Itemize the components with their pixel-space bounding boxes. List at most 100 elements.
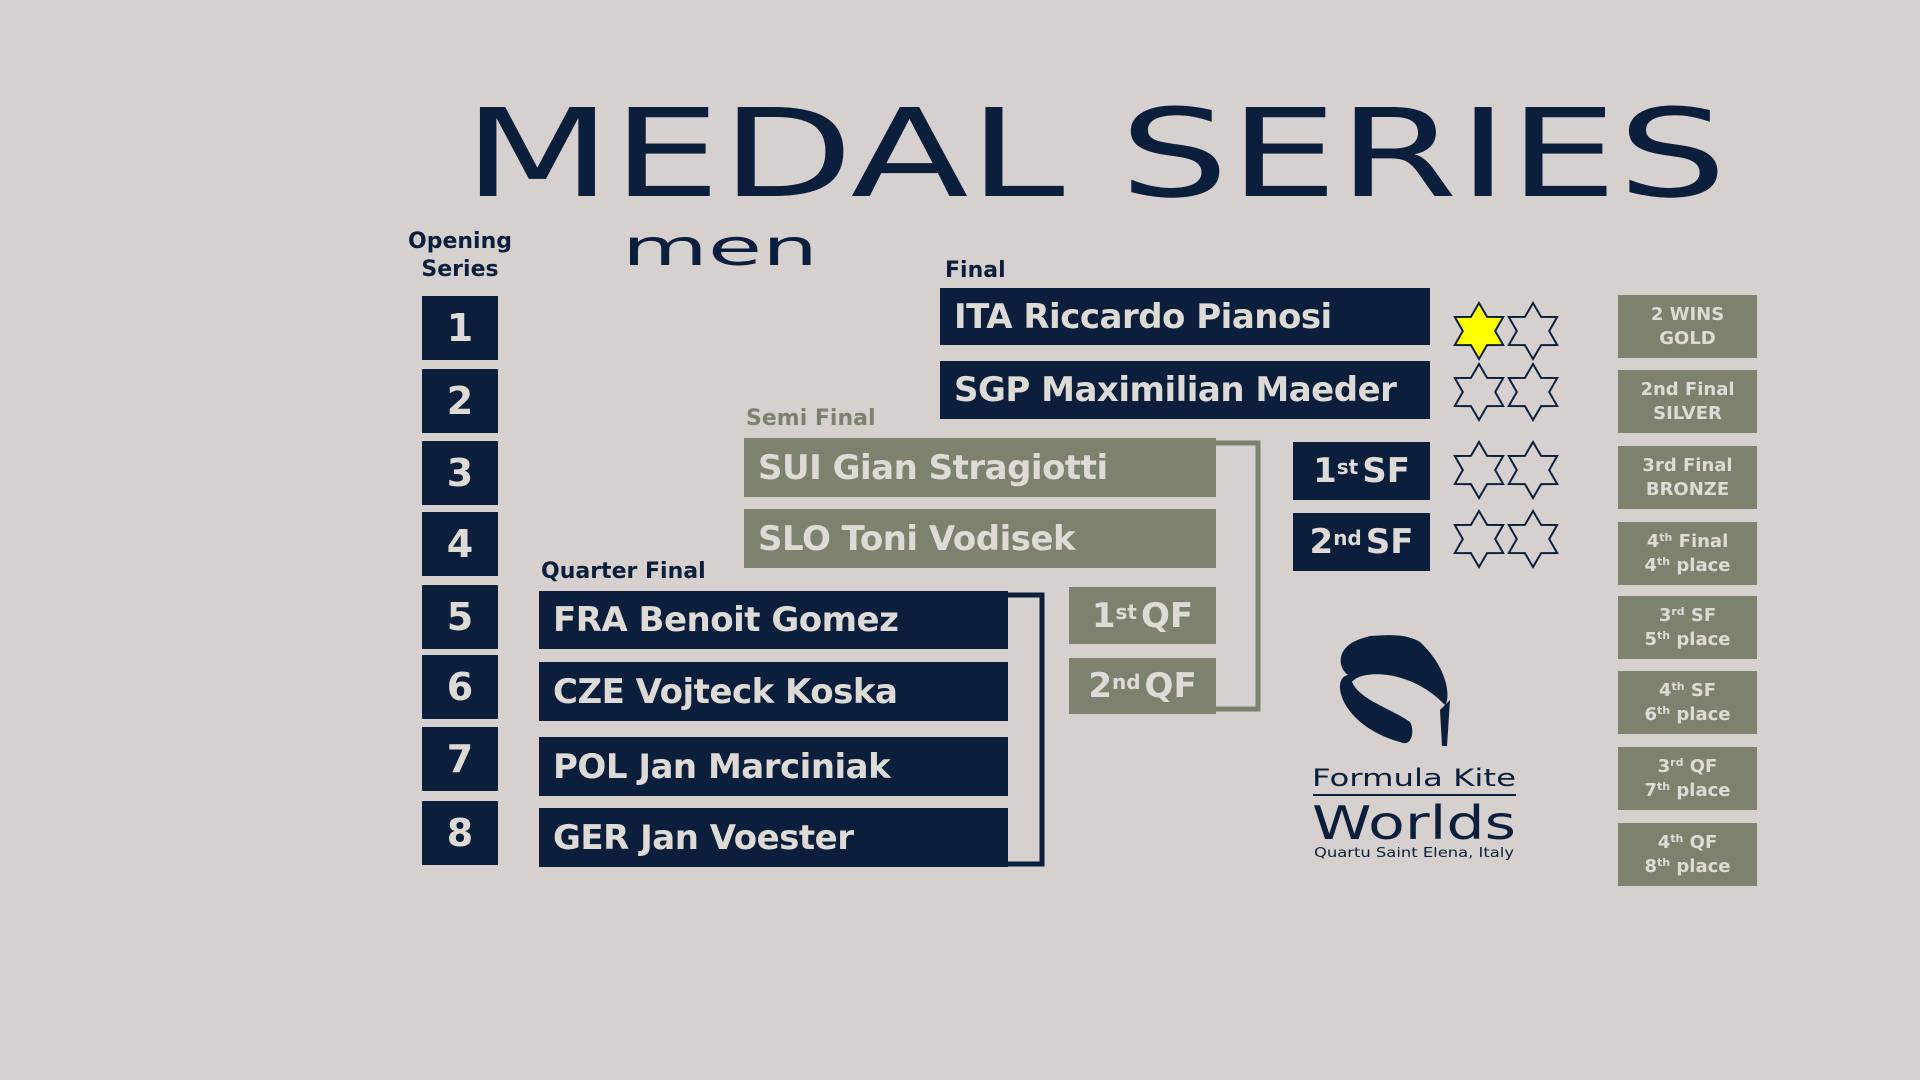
star-empty-icon <box>1453 509 1505 569</box>
star-empty-icon <box>1507 509 1559 569</box>
result-text: Final <box>1672 530 1729 552</box>
semi-final-bracket <box>1216 440 1261 712</box>
result-text: 3 <box>1657 755 1671 777</box>
quarter-final-bracket <box>1008 592 1045 867</box>
result-ordinal: th <box>1659 530 1673 544</box>
logo-line3: Quartu Saint Elena, Italy <box>1314 846 1514 861</box>
result-ordinal: th <box>1671 679 1685 693</box>
result-line: 4th Final <box>1647 530 1729 554</box>
kite-s-logo-icon <box>1339 635 1450 746</box>
result-text: SF <box>1684 679 1717 701</box>
result-line: BRONZE <box>1646 478 1729 502</box>
result-line: SILVER <box>1653 402 1722 426</box>
logo-text: Formula Kite Worlds Quartu Saint Elena, … <box>1312 764 1516 861</box>
seed-ordinal: nd <box>1333 526 1362 550</box>
result-ordinal: rd <box>1671 604 1685 618</box>
result-text: place <box>1670 628 1731 650</box>
result-text: place <box>1670 554 1731 576</box>
seed-ordinal: nd <box>1111 670 1141 694</box>
star-empty-icon <box>1507 301 1559 361</box>
final-label: Final <box>945 258 1006 283</box>
quarter-final-label: Quarter Final <box>541 559 706 584</box>
result-placement: 4th Final 4th place <box>1618 522 1757 585</box>
opening-label-line2: Series <box>421 257 499 282</box>
result-placement: 4th SF 6th place <box>1618 671 1757 734</box>
star-empty-icon <box>1507 440 1559 500</box>
seed-number: 3 <box>422 441 498 505</box>
result-text: 8 <box>1644 855 1658 877</box>
seed-text: QF <box>1144 666 1197 706</box>
seed-num: 1 <box>1313 451 1337 491</box>
semi-final-rider: SUI Gian Stragiotti <box>744 438 1216 497</box>
result-placement: 2nd Final SILVER <box>1618 370 1757 433</box>
logo-line1: Formula Kite <box>1312 764 1516 792</box>
seed-number: 4 <box>422 512 498 576</box>
result-text: 4 <box>1646 530 1660 552</box>
result-ordinal: th <box>1657 779 1671 793</box>
logo-line2: Worlds <box>1312 796 1516 850</box>
result-text: 4 <box>1658 679 1672 701</box>
result-ordinal: th <box>1657 554 1671 568</box>
result-ordinal: th <box>1657 703 1671 717</box>
result-line: 6th place <box>1645 703 1731 727</box>
result-line: 4th place <box>1645 554 1731 578</box>
semi-final-rider: SLO Toni Vodisek <box>744 509 1216 568</box>
seed-ordinal: st <box>1115 599 1137 624</box>
seed-text: SF <box>1365 522 1414 562</box>
result-text: place <box>1670 779 1731 801</box>
star-empty-icon <box>1507 362 1559 422</box>
result-line: 4th QF <box>1658 831 1718 855</box>
seed-num: 1 <box>1091 595 1116 636</box>
seed-number: 8 <box>422 801 498 865</box>
seed-number: 5 <box>422 585 498 649</box>
quarter-final-rider: FRA Benoit Gomez <box>539 591 1008 649</box>
seed-text: QF <box>1141 595 1194 636</box>
result-text: 7 <box>1644 779 1658 801</box>
result-placement: 3rd QF 7th place <box>1618 747 1757 810</box>
seed-text: SF <box>1362 451 1410 491</box>
result-line: 2nd Final <box>1640 378 1734 402</box>
final-rider: ITA Riccardo Pianosi <box>940 288 1430 345</box>
seed-number: 2 <box>422 369 498 433</box>
seed-ordinal: st <box>1336 455 1359 479</box>
result-text: 2 WINS <box>1650 303 1725 325</box>
result-text: 2nd Final <box>1640 378 1735 400</box>
result-line: 3rd Final <box>1642 454 1732 478</box>
page-title: MEDAL SERIES <box>463 100 1727 225</box>
formula-kite-worlds-logo: Formula Kite Worlds Quartu Saint Elena, … <box>1300 630 1530 870</box>
star-filled-icon <box>1453 301 1505 361</box>
opening-label-line1: Opening <box>408 229 512 254</box>
result-line: 7th place <box>1645 779 1731 803</box>
semi-final-label: Semi Final <box>746 406 876 431</box>
quarter-final-rider: POL Jan Marciniak <box>539 737 1008 796</box>
seed-number: 7 <box>422 727 498 791</box>
result-text: 3 <box>1658 604 1672 626</box>
result-ordinal: th <box>1657 628 1671 642</box>
result-ordinal: th <box>1670 831 1684 845</box>
star-empty-icon <box>1453 440 1505 500</box>
seed-num: 2 <box>1088 666 1112 706</box>
result-text: place <box>1670 855 1731 877</box>
result-text: SF <box>1684 604 1717 626</box>
star-empty-icon <box>1453 362 1505 422</box>
result-text: GOLD <box>1659 327 1716 349</box>
result-line: GOLD <box>1659 327 1716 351</box>
result-line: 3rd QF <box>1658 755 1718 779</box>
result-line: 4th SF <box>1659 679 1716 703</box>
result-text: 3rd Final <box>1642 454 1733 476</box>
result-text: 4 <box>1657 831 1671 853</box>
result-text: place <box>1670 703 1731 725</box>
page-subtitle: men <box>622 219 818 277</box>
result-ordinal: th <box>1657 855 1671 869</box>
result-line: 3rd SF <box>1659 604 1716 628</box>
result-placement: 3rd SF 5th place <box>1618 596 1757 659</box>
result-placement: 2 WINS GOLD <box>1618 295 1757 358</box>
result-line: 5th place <box>1645 628 1731 652</box>
result-placement: 4th QF 8th place <box>1618 823 1757 886</box>
final-rider: SGP Maximilian Maeder <box>940 361 1430 419</box>
result-text: SILVER <box>1653 402 1722 424</box>
opening-series-label: Opening Series <box>400 228 520 284</box>
quarter-final-rider: GER Jan Voester <box>539 808 1008 867</box>
